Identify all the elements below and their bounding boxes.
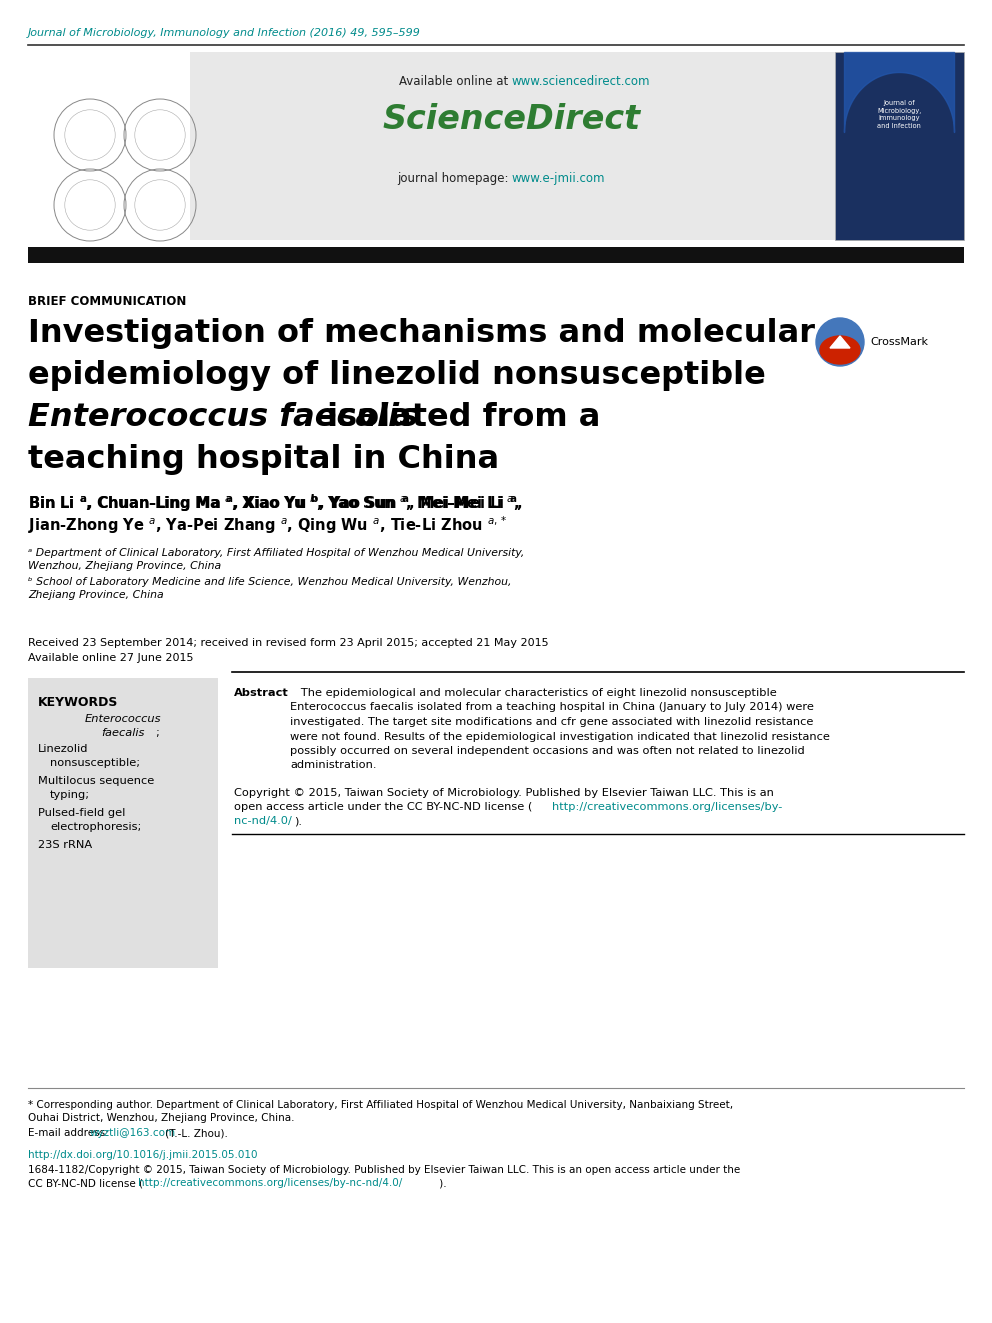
Text: Wenzhou, Zhejiang Province, China: Wenzhou, Zhejiang Province, China <box>28 561 221 572</box>
Text: BRIEF COMMUNICATION: BRIEF COMMUNICATION <box>28 295 186 308</box>
Text: ScienceDirect: ScienceDirect <box>383 103 641 136</box>
Text: nc-nd/4.0/: nc-nd/4.0/ <box>234 816 292 826</box>
Text: ᵃ Department of Clinical Laboratory, First Affiliated Hospital of Wenzhou Medica: ᵃ Department of Clinical Laboratory, Fir… <box>28 548 525 558</box>
Text: Zhejiang Province, China: Zhejiang Province, China <box>28 590 164 601</box>
Text: E-mail address:: E-mail address: <box>28 1129 112 1138</box>
Text: typing;: typing; <box>50 790 90 800</box>
Text: http://creativecommons.org/licenses/by-: http://creativecommons.org/licenses/by- <box>552 802 783 812</box>
Text: * Corresponding author. Department of Clinical Laboratory, First Affiliated Hosp: * Corresponding author. Department of Cl… <box>28 1099 733 1110</box>
Text: investigated. The target site modifications and cfr gene associated with linezol: investigated. The target site modificati… <box>290 717 813 728</box>
Text: Received 23 September 2014; received in revised form 23 April 2015; accepted 21 : Received 23 September 2014; received in … <box>28 638 549 648</box>
Text: nonsusceptible;: nonsusceptible; <box>50 758 140 767</box>
Text: Pulsed-field gel: Pulsed-field gel <box>38 808 125 818</box>
Bar <box>190 52 835 239</box>
Polygon shape <box>830 336 850 348</box>
Text: Jian-Zhong Ye $^{a}$, Ya-Pei Zhang $^{a}$, Qing Wu $^{a}$, Tie-Li Zhou $^{a,*}$: Jian-Zhong Ye $^{a}$, Ya-Pei Zhang $^{a}… <box>28 515 508 536</box>
Text: isolated from a: isolated from a <box>316 402 600 433</box>
Bar <box>28 677 218 968</box>
Text: ).: ). <box>436 1177 446 1188</box>
Ellipse shape <box>820 336 860 364</box>
Text: CrossMark: CrossMark <box>870 337 928 347</box>
Bar <box>28 247 964 263</box>
Text: 23S rRNA: 23S rRNA <box>38 840 92 849</box>
Text: Copyright © 2015, Taiwan Society of Microbiology. Published by Elsevier Taiwan L: Copyright © 2015, Taiwan Society of Micr… <box>234 789 774 798</box>
Text: Multilocus sequence: Multilocus sequence <box>38 777 154 786</box>
Text: faecalis: faecalis <box>101 728 145 738</box>
Text: Enterococcus faecalis: Enterococcus faecalis <box>28 402 418 433</box>
Text: administration.: administration. <box>290 761 377 770</box>
Text: electrophoresis;: electrophoresis; <box>50 822 142 832</box>
Bar <box>28 52 190 239</box>
Text: were not found. Results of the epidemiological investigation indicated that line: were not found. Results of the epidemiol… <box>290 732 830 741</box>
Text: wyztli@163.com: wyztli@163.com <box>90 1129 177 1138</box>
Text: Journal of Microbiology, Immunology and Infection (2016) 49, 595–599: Journal of Microbiology, Immunology and … <box>28 28 421 38</box>
Text: ;: ; <box>155 728 159 738</box>
Text: open access article under the CC BY-NC-ND license (: open access article under the CC BY-NC-N… <box>234 802 533 812</box>
Text: www.sciencedirect.com: www.sciencedirect.com <box>512 75 651 89</box>
Text: 1684-1182/Copyright © 2015, Taiwan Society of Microbiology. Published by Elsevie: 1684-1182/Copyright © 2015, Taiwan Socie… <box>28 1166 740 1175</box>
Text: (T.-L. Zhou).: (T.-L. Zhou). <box>162 1129 228 1138</box>
Text: ᵇ School of Laboratory Medicine and life Science, Wenzhou Medical University, We: ᵇ School of Laboratory Medicine and life… <box>28 577 512 587</box>
Circle shape <box>816 318 864 366</box>
Text: epidemiology of linezolid nonsusceptible: epidemiology of linezolid nonsusceptible <box>28 360 766 392</box>
Text: http://creativecommons.org/licenses/by-nc-nd/4.0/: http://creativecommons.org/licenses/by-n… <box>138 1177 402 1188</box>
Text: Abstract: Abstract <box>234 688 289 699</box>
Text: journal homepage:: journal homepage: <box>397 172 512 185</box>
Text: www.e-jmii.com: www.e-jmii.com <box>512 172 605 185</box>
Text: Journal of
Microbiology,
Immunology
and Infection: Journal of Microbiology, Immunology and … <box>877 101 922 128</box>
Text: Enterococcus: Enterococcus <box>84 714 162 724</box>
Text: Available online 27 June 2015: Available online 27 June 2015 <box>28 654 193 663</box>
Text: Bin Li $^{a}$, Chuan-Ling Ma $^{a}$, Xiao Yu $^{b}$, Yao Sun $^{a}$, Mei-Mei Li : Bin Li $^{a}$, Chuan-Ling Ma $^{a}$, Xia… <box>28 492 519 513</box>
Text: Ouhai District, Wenzhou, Zhejiang Province, China.: Ouhai District, Wenzhou, Zhejiang Provin… <box>28 1113 295 1123</box>
Text: ).: ). <box>294 816 302 826</box>
Text: KEYWORDS: KEYWORDS <box>38 696 118 709</box>
Text: Bin Li $\mathregular{^{a}}$, Chuan-Ling Ma $\mathregular{^{a}}$, Xiao Yu $\mathr: Bin Li $\mathregular{^{a}}$, Chuan-Ling … <box>28 492 523 513</box>
Text: CC BY-NC-ND license (: CC BY-NC-ND license ( <box>28 1177 143 1188</box>
Text: possibly occurred on several independent occasions and was often not related to : possibly occurred on several independent… <box>290 746 805 755</box>
Text: Linezolid: Linezolid <box>38 744 88 754</box>
Text: Investigation of mechanisms and molecular: Investigation of mechanisms and molecula… <box>28 318 815 349</box>
Bar <box>835 52 964 239</box>
Text: Enterococcus faecalis isolated from a teaching hospital in China (January to Jul: Enterococcus faecalis isolated from a te… <box>290 703 813 713</box>
Text: The epidemiological and molecular characteristics of eight linezolid nonsuscepti: The epidemiological and molecular charac… <box>290 688 777 699</box>
Text: Available online at: Available online at <box>399 75 512 89</box>
Text: teaching hospital in China: teaching hospital in China <box>28 445 499 475</box>
Text: http://dx.doi.org/10.1016/j.jmii.2015.05.010: http://dx.doi.org/10.1016/j.jmii.2015.05… <box>28 1150 258 1160</box>
